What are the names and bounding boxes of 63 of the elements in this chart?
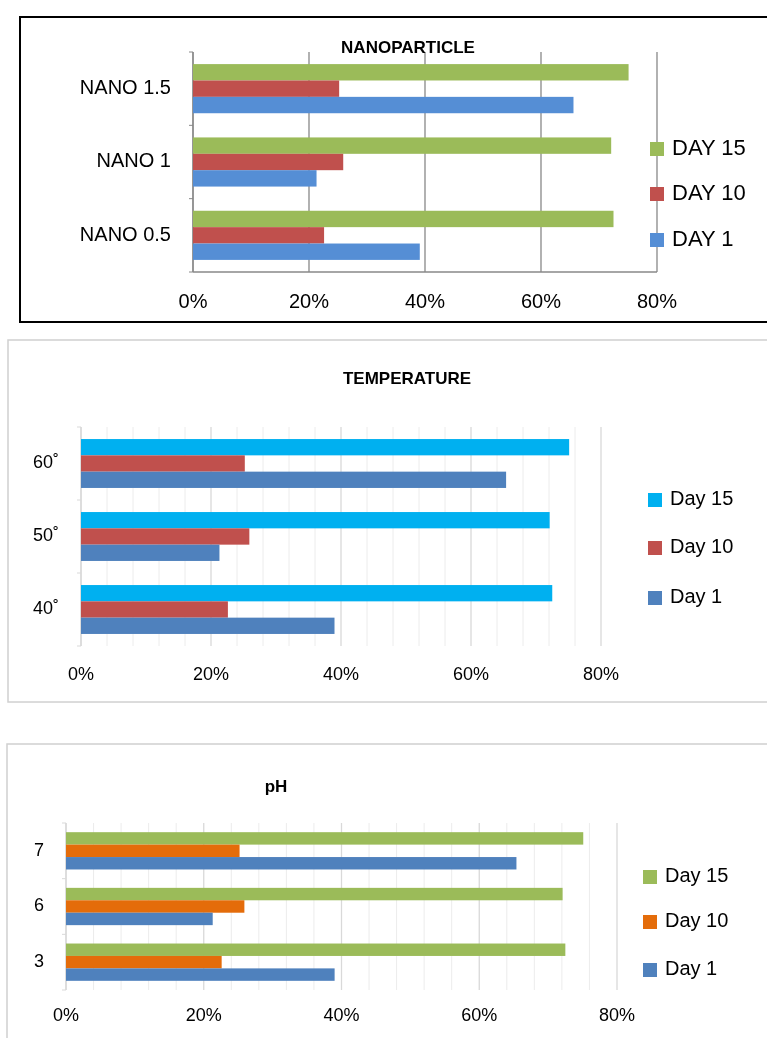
chart-title: NANOPARTICLE — [341, 38, 475, 57]
legend-label: DAY 15 — [672, 134, 746, 160]
x-tick-label: 40% — [323, 1005, 360, 1025]
x-tick-label: 80% — [636, 290, 678, 312]
x-tick-label: 20% — [192, 664, 230, 684]
bar — [66, 832, 584, 845]
legend-label: Day 1 — [665, 957, 718, 980]
bar — [81, 544, 220, 561]
chart-title: TEMPERATURE — [342, 369, 472, 388]
x-tick-label: 40% — [322, 664, 360, 684]
bar — [81, 512, 550, 529]
x-tick-label: 20% — [288, 290, 330, 312]
bar — [81, 439, 570, 456]
y-tick-label: 6 — [33, 895, 44, 916]
bar — [193, 64, 629, 81]
y-tick-label: 50˚ — [32, 525, 59, 546]
legend-label: Day 10 — [665, 909, 729, 932]
x-tick-label: 0% — [178, 290, 208, 312]
x-tick-label: 60% — [461, 1005, 498, 1025]
bar — [193, 96, 574, 114]
bar — [81, 455, 245, 472]
bar — [193, 170, 317, 187]
y-tick-label: 60˚ — [32, 452, 59, 473]
y-tick-label: 7 — [33, 839, 44, 860]
bar — [66, 943, 566, 956]
y-tick-label: 3 — [33, 950, 44, 971]
x-tick-label: 60% — [520, 290, 562, 312]
legend-label: DAY 10 — [672, 179, 746, 205]
bar — [66, 968, 335, 981]
bar — [193, 243, 420, 260]
bar — [66, 955, 222, 969]
bar — [193, 153, 344, 171]
legend-label: DAY 1 — [672, 225, 734, 251]
legend-label: Day 10 — [670, 535, 734, 558]
x-tick-label: 20% — [185, 1005, 222, 1025]
bar — [193, 137, 612, 154]
legend-label: Day 15 — [665, 864, 729, 887]
x-tick-label: 0% — [67, 664, 95, 684]
x-tick-label: 80% — [598, 1005, 636, 1025]
legend-label: Day 1 — [670, 585, 723, 608]
bar — [193, 80, 340, 97]
bar — [81, 585, 553, 602]
bar — [66, 887, 563, 901]
legend-label: Day 15 — [670, 487, 734, 510]
y-tick-label: NANO 1.5 — [79, 75, 171, 98]
bar — [193, 210, 614, 228]
bar — [66, 857, 517, 870]
bar — [66, 912, 213, 926]
bar — [81, 471, 507, 488]
x-tick-label: 60% — [452, 664, 490, 684]
bar — [81, 617, 335, 634]
x-tick-label: 80% — [582, 664, 620, 684]
bar — [193, 227, 325, 244]
bar — [66, 900, 245, 913]
x-tick-label: 40% — [404, 290, 446, 312]
y-tick-label: NANO 1 — [96, 149, 171, 172]
bar — [66, 844, 240, 858]
y-tick-label: 40˚ — [32, 598, 59, 619]
y-tick-label: NANO 0.5 — [79, 222, 171, 245]
x-tick-label: 0% — [52, 1005, 80, 1025]
chart-title: pH — [264, 777, 288, 796]
bar — [81, 528, 250, 545]
bar — [81, 601, 228, 618]
